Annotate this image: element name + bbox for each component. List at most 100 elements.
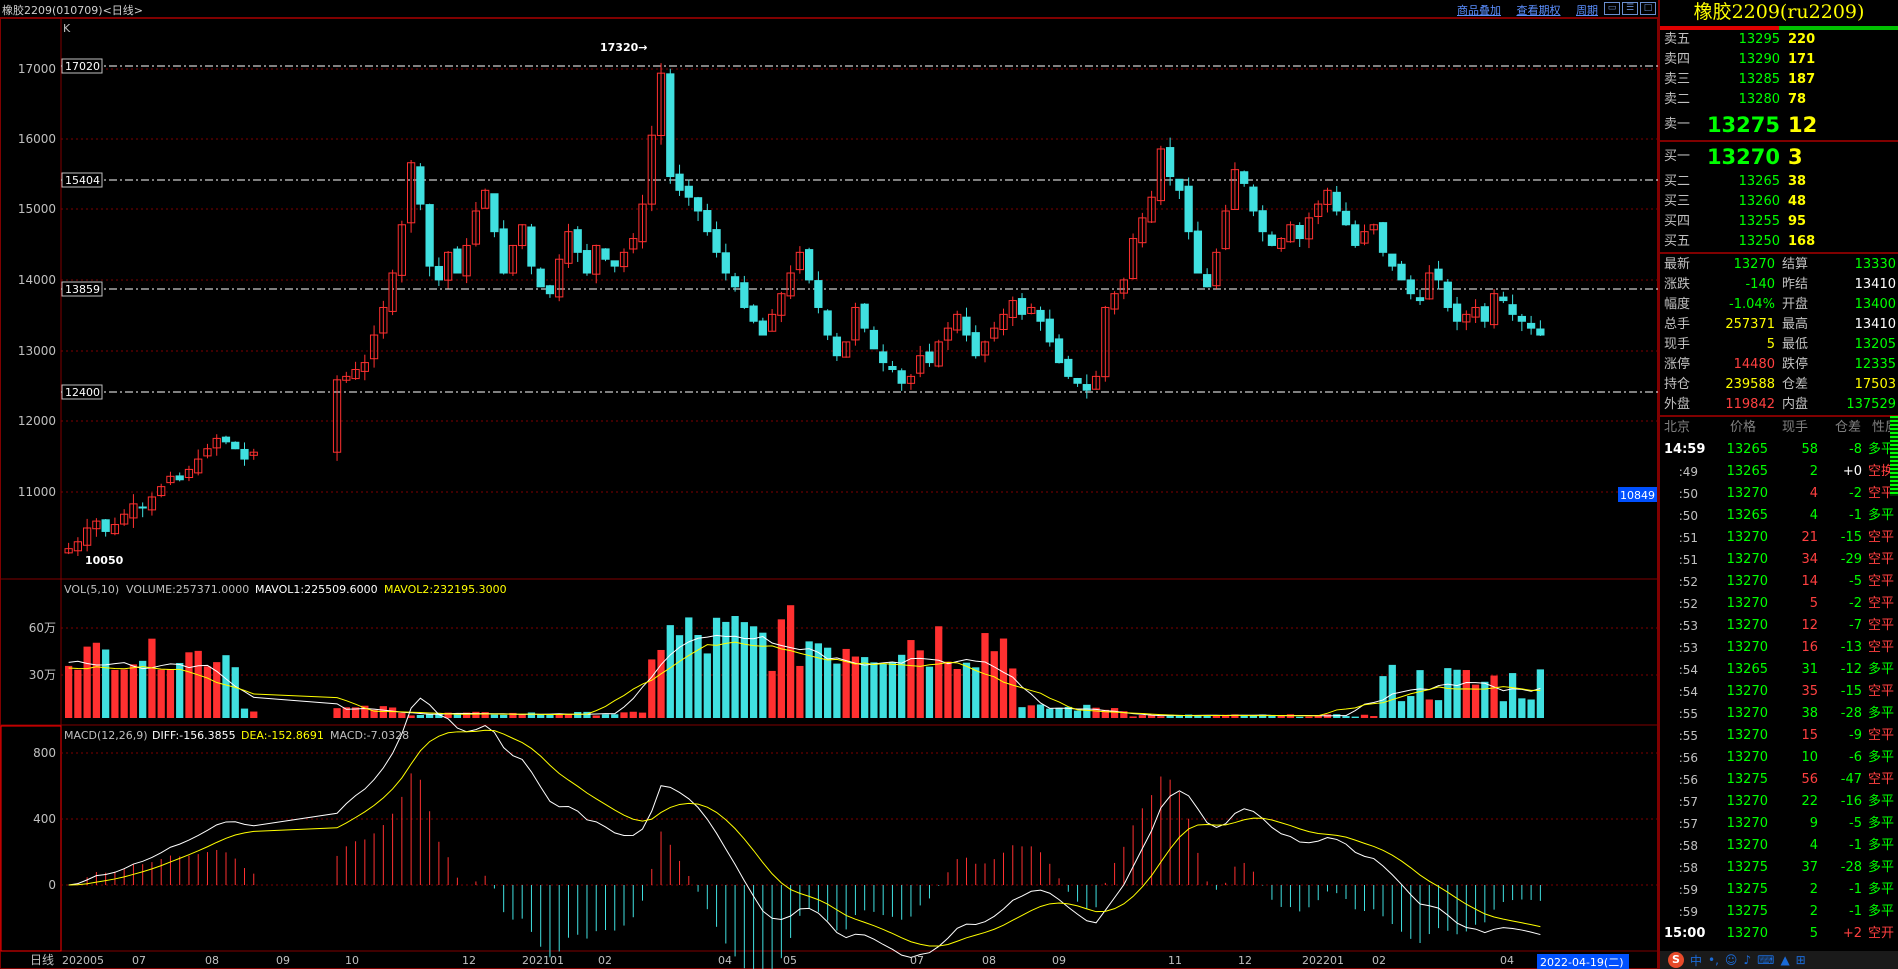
- volume-bar: [851, 656, 860, 718]
- bid-row-best[interactable]: 买一 13270 3: [1664, 145, 1803, 169]
- restore-icon[interactable]: ▭: [1604, 2, 1620, 15]
- tick-header-volume: 现手: [1782, 420, 1809, 435]
- tick-row[interactable]: :56 13270 10 -6 多平: [1660, 747, 1898, 769]
- y-tick: 11000: [18, 485, 56, 499]
- period-link[interactable]: 周期: [1576, 4, 1598, 17]
- candle-body: [564, 231, 573, 264]
- volume-bar: [583, 711, 591, 718]
- ime-skin-icon[interactable]: ▲: [1780, 953, 1790, 967]
- candle-body: [1221, 210, 1230, 250]
- ime-logo-icon[interactable]: S: [1668, 952, 1684, 968]
- ask-row-best[interactable]: 卖一 13275 12: [1664, 113, 1818, 137]
- tick-type: 多平: [1868, 816, 1895, 831]
- ime-punct-icon[interactable]: •,: [1708, 953, 1719, 967]
- tick-row[interactable]: :59 13275 2 -1 多平: [1660, 901, 1898, 923]
- tick-row[interactable]: :52 13270 14 -5 空平: [1660, 571, 1898, 593]
- tick-row[interactable]: :57 13270 9 -5 多平: [1660, 813, 1898, 835]
- ime-mic-icon[interactable]: ♪: [1743, 953, 1752, 967]
- tick-row[interactable]: :57 13270 22 -16 多平: [1660, 791, 1898, 813]
- ime-emoji-icon[interactable]: ☺: [1724, 953, 1738, 967]
- tick-row[interactable]: 14:59 13265 58 -8 多平: [1660, 439, 1898, 461]
- candle-body: [1332, 191, 1341, 212]
- macd-y-tick: 0: [48, 878, 56, 892]
- candle-body: [1119, 279, 1128, 294]
- tick-type: 空平: [1868, 596, 1895, 611]
- tick-row[interactable]: :51 13270 34 -29 空平: [1660, 549, 1898, 571]
- candle-body: [842, 341, 851, 358]
- tick-row[interactable]: :50 13270 4 -2 空平: [1660, 483, 1898, 505]
- candle-body: [351, 368, 360, 380]
- tick-row[interactable]: :54 13265 31 -12 多平: [1660, 659, 1898, 681]
- volume-bar: [824, 647, 832, 718]
- bid-row[interactable]: 买二 13265 38: [1664, 174, 1807, 189]
- level-label: 12400: [65, 386, 100, 399]
- chart-area[interactable]: K 17000 16000 15000 14000 13000 12000 11…: [0, 18, 1658, 969]
- volume-bar: [342, 707, 350, 718]
- candle-body: [73, 541, 83, 552]
- bid-row[interactable]: 买四 13255 95: [1664, 214, 1807, 229]
- tick-oi-change: -8: [1849, 442, 1862, 457]
- ask-row[interactable]: 卖三 13285 187: [1664, 72, 1816, 87]
- candle-body: [1397, 263, 1406, 281]
- tick-scroll-indicator[interactable]: [1890, 416, 1898, 496]
- tick-row[interactable]: :52 13270 5 -2 空平: [1660, 593, 1898, 615]
- tick-type: 多平: [1868, 508, 1895, 523]
- stat-label: 仓差: [1782, 377, 1809, 392]
- ask-row[interactable]: 卖二 13280 78: [1664, 92, 1807, 107]
- candle-body: [397, 224, 406, 276]
- tick-time: :54: [1678, 663, 1698, 677]
- tick-row[interactable]: :50 13265 4 -1 多平: [1660, 505, 1898, 527]
- tile-icon[interactable]: ☰: [1622, 2, 1638, 15]
- ask-row[interactable]: 卖四 13290 171: [1664, 52, 1816, 67]
- chart-canvas[interactable]: K 17000 16000 15000 14000 13000 12000 11…: [0, 18, 1658, 969]
- candle-body: [147, 496, 157, 511]
- x-axis-labels: 202005 07 08 09 10 12 202101 02 04 05 07 08 09 11 12 20…: [62, 954, 1514, 967]
- ime-mode[interactable]: 中: [1690, 953, 1703, 968]
- low-annotation: 10050: [85, 554, 124, 567]
- ask-row[interactable]: 卖五 13295 220: [1664, 32, 1816, 47]
- tick-row[interactable]: :58 13275 37 -28 多平: [1660, 857, 1898, 879]
- view-options-link[interactable]: 查看期权: [1516, 4, 1561, 17]
- tick-oi-change: -7: [1849, 618, 1862, 633]
- volume-bar: [907, 640, 915, 718]
- tick-row[interactable]: :53 13270 12 -7 空平: [1660, 615, 1898, 637]
- level-lines[interactable]: [61, 65, 1658, 393]
- tick-row[interactable]: :53 13270 16 -13 空平: [1660, 637, 1898, 659]
- candle-body: [1175, 178, 1184, 191]
- volume-bar: [83, 646, 91, 718]
- tick-row[interactable]: :55 13270 38 -28 多平: [1660, 703, 1898, 725]
- candle-body: [619, 251, 629, 268]
- maximize-icon[interactable]: □: [1640, 2, 1656, 15]
- volume-bar: [518, 714, 526, 718]
- bid-row[interactable]: 买三 13260 48: [1664, 194, 1807, 209]
- overlay-commodity-link[interactable]: 商品叠加: [1457, 4, 1501, 17]
- tick-row[interactable]: :54 13270 35 -15 空平: [1660, 681, 1898, 703]
- ime-tools-icon[interactable]: ⊞: [1795, 953, 1806, 967]
- candle-body: [730, 276, 740, 288]
- candle-body: [1536, 328, 1545, 336]
- x-tick: 05: [783, 954, 797, 967]
- stat-row: 总手 257371 最高 13410: [1660, 315, 1898, 335]
- tick-list[interactable]: 14:59 13265 58 -8 多平:49 13265 2 +0 空换:50 13270 4 -2…: [1660, 439, 1898, 945]
- y-tick: 15000: [18, 202, 56, 216]
- ime-keyboard-icon[interactable]: ⌨: [1757, 953, 1775, 967]
- tick-row[interactable]: :49 13265 2 +0 空换: [1660, 461, 1898, 483]
- macd-legend: MACD(12,26,9) DIFF:-156.3855 DEA:-152.86…: [64, 729, 409, 742]
- tick-row[interactable]: 15:00 13270 5 +2 空开: [1660, 923, 1898, 945]
- tick-row[interactable]: :55 13270 15 -9 空平: [1660, 725, 1898, 747]
- candle-body: [888, 365, 897, 370]
- volume-bar: [240, 708, 249, 718]
- candle-body: [1027, 306, 1036, 314]
- bid-row[interactable]: 买五 13250 168: [1664, 234, 1816, 249]
- tick-row[interactable]: :59 13275 2 -1 多平: [1660, 879, 1898, 901]
- volume-bar: [1490, 675, 1498, 718]
- tick-time: :58: [1678, 861, 1698, 875]
- candle-body: [1267, 234, 1277, 246]
- tick-row[interactable]: :51 13270 21 -15 空平: [1660, 527, 1898, 549]
- candle-body: [231, 441, 240, 450]
- candle-body: [536, 268, 545, 288]
- volume-bar: [333, 708, 341, 718]
- tick-row[interactable]: :56 13275 56 -47 空平: [1660, 769, 1898, 791]
- tick-row[interactable]: :58 13270 4 -1 多平: [1660, 835, 1898, 857]
- stat-label: 持仓: [1664, 377, 1691, 392]
